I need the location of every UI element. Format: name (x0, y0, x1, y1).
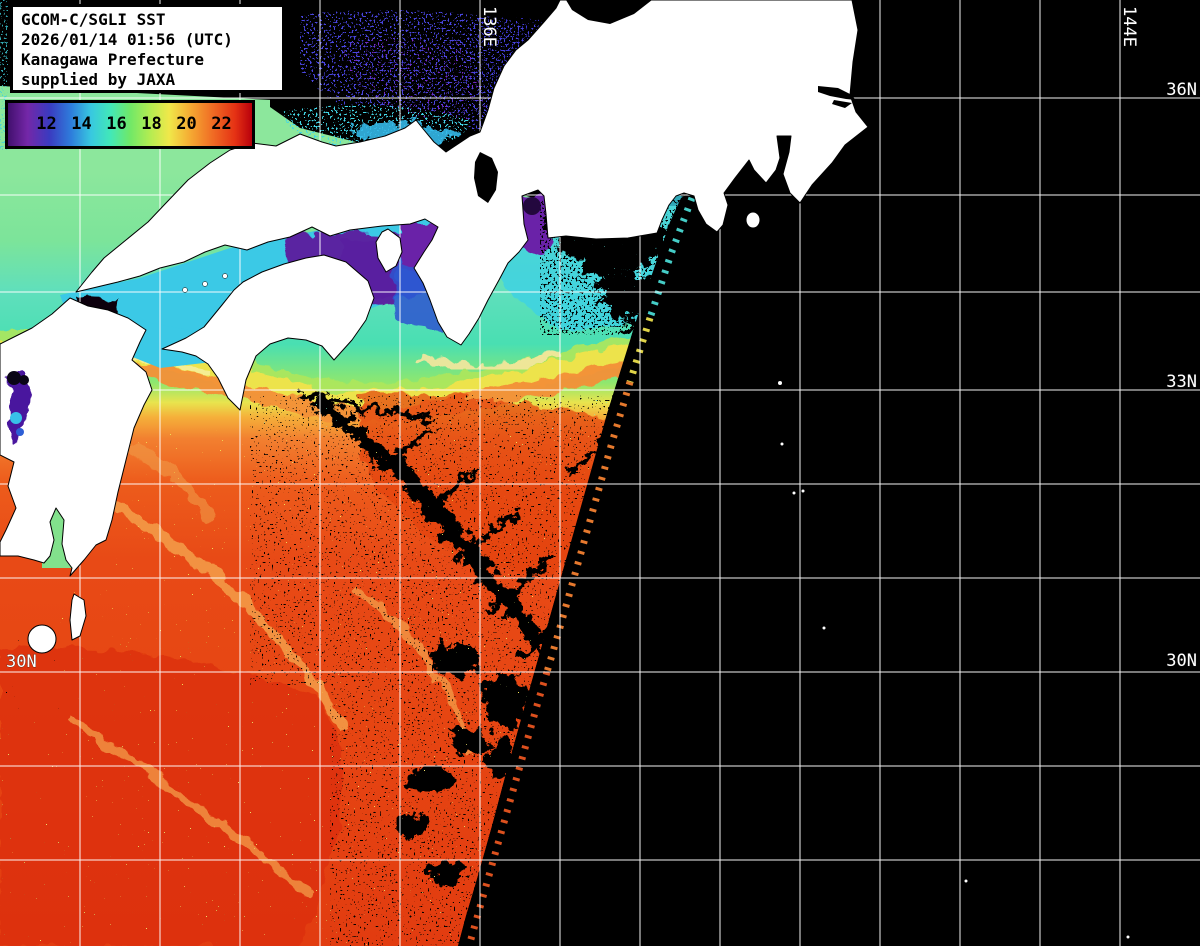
edge-cyan-sliver (0, 0, 8, 150)
grid-label-36n: 36N (1166, 80, 1197, 100)
island-izu-oshima (745, 211, 761, 229)
land-kyushu (0, 297, 153, 577)
land (0, 0, 869, 654)
inland-waters-on-land (5, 0, 856, 444)
colorbar-tick: 16 (106, 114, 127, 134)
land-shikoku (161, 254, 375, 411)
info-box: GCOM-C/SGLI SST 2026/01/14 01:56 (UTC) K… (10, 4, 285, 93)
island-yakushima (27, 624, 57, 654)
colorbar: 12 14 16 18 20 22 (5, 100, 255, 149)
colorbar-tick: 12 (36, 114, 57, 134)
grid-label-136e: 136E (479, 6, 499, 47)
info-line-datetime: 2026/01/14 01:56 (UTC) (21, 30, 233, 49)
grid-label-30n-right: 30N (1166, 651, 1197, 671)
info-line-product: GCOM-C/SGLI SST (21, 10, 166, 29)
grid-labels: 136E 144E 36N 33N 30N 30N (6, 6, 1198, 673)
lake-biwa (474, 152, 498, 203)
island-tanegashima (69, 593, 87, 641)
grid-label-33n: 33N (1166, 372, 1197, 392)
inland-sea-islets (182, 273, 228, 293)
lake-kasumigaura (818, 86, 856, 100)
grid-label-144e: 144E (1119, 6, 1139, 47)
no-data-right (458, 0, 1200, 946)
colorbar-tick: 18 (141, 114, 162, 134)
island-awaji (375, 228, 403, 273)
colorbar-tick: 22 (211, 114, 232, 134)
lake-kasumigaura-south (832, 100, 852, 108)
toyama-bay (566, 0, 652, 24)
colorbar-ticks: 12 14 16 18 20 22 (8, 103, 252, 146)
land-honshu (75, 0, 869, 346)
ise-bay-cold-core (523, 197, 541, 215)
ariake-sea (5, 370, 33, 444)
colorbar-tick: 14 (71, 114, 92, 134)
grid-label-30n-left: 30N (6, 652, 37, 672)
info-line-region: Kanagawa Prefecture (21, 50, 205, 69)
colorbar-tick: 20 (176, 114, 197, 134)
white-specks (778, 381, 1130, 939)
colorbar-gradient (8, 103, 252, 146)
info-line-credit: supplied by JAXA (21, 70, 176, 89)
